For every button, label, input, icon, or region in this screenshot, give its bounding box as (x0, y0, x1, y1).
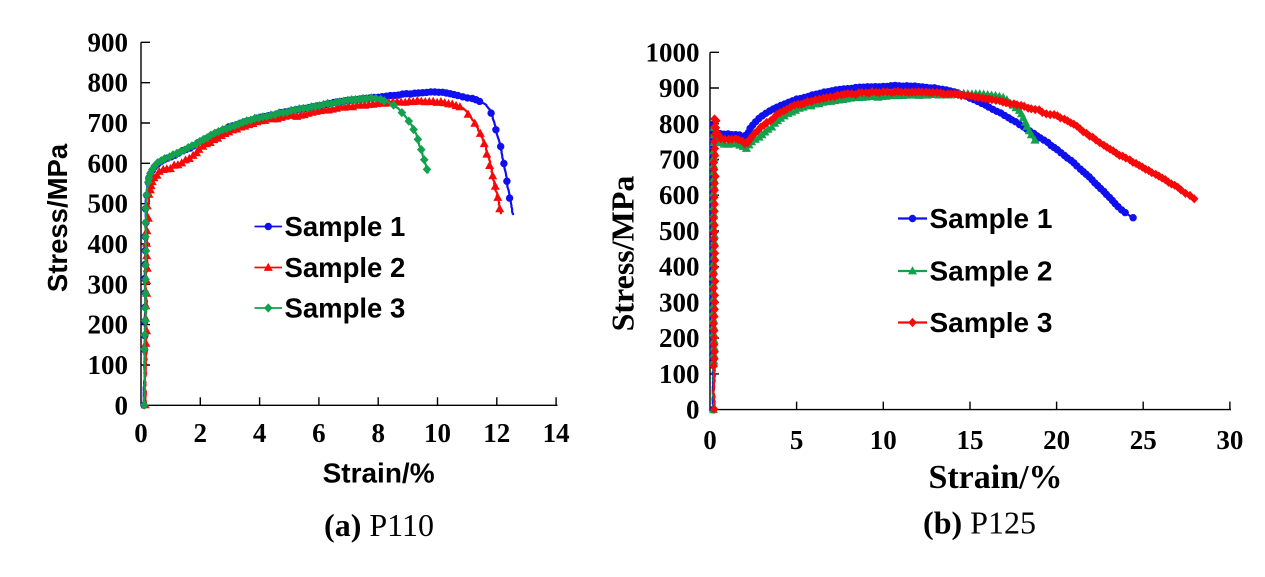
svg-text:500: 500 (88, 189, 129, 219)
svg-text:4: 4 (253, 418, 267, 448)
svg-text:Stress/MPa: Stress/MPa (42, 143, 73, 292)
svg-text:Strain/%: Strain/% (928, 459, 1062, 496)
svg-text:700: 700 (88, 108, 129, 138)
svg-text:8: 8 (371, 418, 385, 448)
svg-text:10: 10 (424, 418, 451, 448)
svg-text:800: 800 (88, 68, 129, 98)
svg-text:200: 200 (88, 310, 129, 340)
svg-text:Sample 1: Sample 1 (930, 203, 1053, 234)
svg-text:700: 700 (659, 145, 700, 175)
svg-text:0: 0 (703, 425, 717, 455)
svg-text:Sample 3: Sample 3 (285, 293, 406, 324)
svg-text:Sample 2: Sample 2 (285, 252, 406, 283)
svg-text:300: 300 (659, 287, 700, 317)
svg-text:200: 200 (659, 323, 700, 353)
svg-text:100: 100 (88, 350, 129, 380)
svg-text:400: 400 (659, 252, 700, 282)
svg-text:(b) P125: (b) P125 (923, 505, 1036, 541)
svg-text:400: 400 (88, 229, 129, 259)
svg-text:1000: 1000 (646, 37, 700, 67)
svg-text:600: 600 (88, 148, 129, 178)
svg-text:Stress/MPa: Stress/MPa (605, 176, 641, 332)
svg-text:5: 5 (790, 425, 804, 455)
svg-text:14: 14 (543, 418, 570, 448)
svg-text:900: 900 (88, 27, 129, 57)
svg-text:100: 100 (659, 359, 700, 389)
svg-text:0: 0 (134, 418, 148, 448)
svg-text:600: 600 (659, 180, 700, 210)
svg-text:900: 900 (659, 73, 700, 103)
svg-text:0: 0 (115, 390, 129, 420)
svg-text:2: 2 (194, 418, 208, 448)
svg-text:Sample 1: Sample 1 (285, 211, 406, 242)
svg-text:10: 10 (870, 425, 897, 455)
svg-text:30: 30 (1216, 425, 1243, 455)
svg-text:12: 12 (483, 418, 510, 448)
svg-text:20: 20 (1043, 425, 1070, 455)
svg-text:6: 6 (312, 418, 326, 448)
svg-text:300: 300 (88, 269, 129, 299)
svg-text:25: 25 (1130, 425, 1157, 455)
svg-text:15: 15 (957, 425, 984, 455)
svg-text:Strain/%: Strain/% (323, 458, 435, 489)
svg-text:Sample 3: Sample 3 (930, 307, 1053, 338)
svg-text:(a) P110: (a) P110 (324, 507, 434, 543)
svg-text:800: 800 (659, 109, 700, 139)
svg-text:500: 500 (659, 216, 700, 246)
svg-text:Sample 2: Sample 2 (930, 256, 1053, 287)
svg-text:0: 0 (686, 395, 700, 425)
